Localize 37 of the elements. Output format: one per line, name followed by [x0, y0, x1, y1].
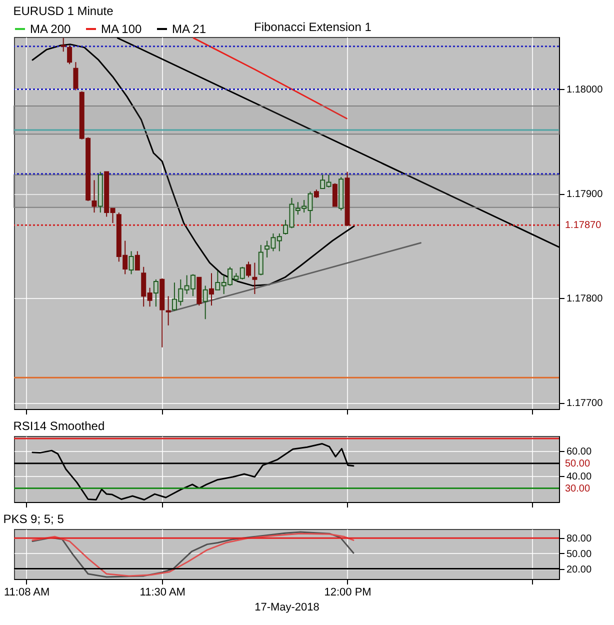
- legend-label: MA 21: [172, 22, 206, 36]
- candlestick: [60, 38, 66, 52]
- y-tick-label: 1.17900: [566, 189, 604, 200]
- candlestick: [92, 180, 97, 214]
- candlestick: [252, 262, 258, 295]
- x-tick-label: 12:00 PM: [324, 586, 372, 598]
- candlestick: [246, 261, 252, 278]
- y-tick-label: 20.00: [566, 564, 592, 576]
- candlestick: [166, 296, 171, 326]
- candlestick: [67, 44, 72, 65]
- y-tick-label: 80.00: [566, 534, 592, 545]
- y-tick-label: 40.00: [566, 471, 592, 482]
- y-tick-label: 60.00: [566, 446, 592, 458]
- x-tick-label: 11:30 AM: [140, 586, 186, 598]
- chart-title: PKS 9; 5; 5: [3, 512, 64, 526]
- line-series: [32, 44, 355, 286]
- y-tick-label: 1.18000: [566, 84, 604, 96]
- chart-title: EURUSD 1 Minute: [13, 4, 114, 18]
- candlestick: [73, 62, 78, 91]
- candlestick: [153, 278, 158, 308]
- candlestick: [332, 182, 338, 207]
- candlestick: [128, 250, 134, 275]
- y-tick-label: 50.00: [566, 548, 592, 560]
- candlestick: [208, 272, 214, 306]
- ref-line-label: 1.17870: [565, 220, 602, 232]
- candlestick: [134, 250, 140, 271]
- y-tick-label: 1.17700: [566, 398, 604, 410]
- y-tick-label: 1.17800: [566, 294, 604, 305]
- x-axis-title: 17-May-2018: [254, 602, 320, 614]
- candlestick: [258, 244, 264, 276]
- legend-label: MA 100: [101, 22, 142, 36]
- chart-title: RSI14 Smoothed: [13, 419, 105, 433]
- text: Fibonacci Extension 1: [254, 20, 372, 34]
- ref-line-label: 30.00: [565, 483, 590, 494]
- candlestick: [202, 285, 208, 320]
- x-tick-label: 11:08 AM: [4, 586, 50, 598]
- legend-label: MA 200: [30, 22, 72, 36]
